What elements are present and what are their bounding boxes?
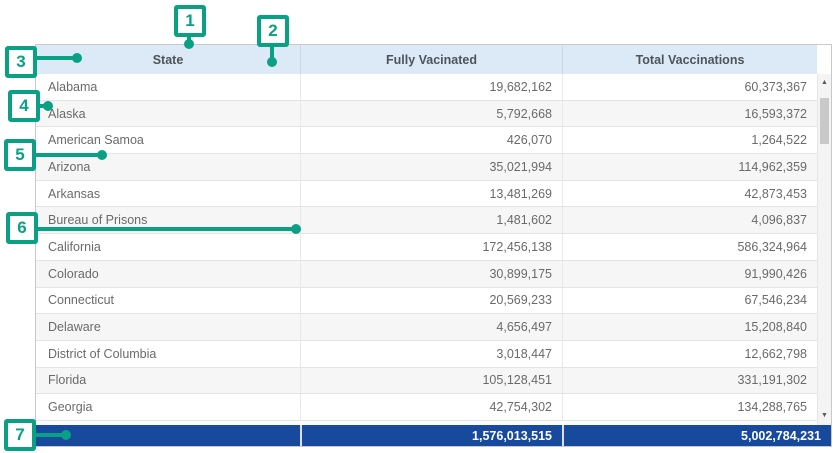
table-row: Arizona 35,021,994 114,962,359 <box>36 154 817 181</box>
scrollbar-thumb[interactable] <box>820 98 829 144</box>
table-row: Colorado 30,899,175 91,990,426 <box>36 260 817 288</box>
callout-5-connector <box>34 153 99 157</box>
row-cell-state: Delaware <box>48 320 101 335</box>
row-cell-fully-vaccinated: 5,792,668 <box>300 100 562 127</box>
callout-6-dot <box>291 224 301 234</box>
row-cell-state: Florida <box>48 373 87 388</box>
row-cell-total-vaccinations: 114,962,359 <box>562 154 817 180</box>
callout-4-dot <box>43 101 53 111</box>
row-cell-state: Colorado <box>48 266 99 281</box>
row-cell-fully-vaccinated: 4,656,497 <box>300 314 562 340</box>
table-row: Delaware 4,656,497 15,208,840 <box>36 314 817 341</box>
footer-cell-fully-vaccinated-total: 1,576,013,515 <box>300 425 562 446</box>
callout-6-badge: 6 <box>6 212 38 244</box>
table-row: District of Columbia 3,018,447 12,662,798 <box>36 340 817 368</box>
column-header-total-vaccinations[interactable]: Total Vaccinations <box>562 45 817 74</box>
row-cell-fully-vaccinated: 1,481,602 <box>300 207 562 234</box>
table-row: Alaska 5,792,668 16,593,372 <box>36 100 817 128</box>
row-cell-fully-vaccinated: 19,682,162 <box>300 74 562 100</box>
scrollbar-header-corner <box>817 45 831 74</box>
row-cell-state: Arizona <box>48 159 91 174</box>
table-row: Georgia 42,754,302 134,288,765 <box>36 394 817 421</box>
table-row-partial <box>36 420 817 425</box>
callout-6-connector <box>36 227 293 231</box>
row-cell-total-vaccinations: 331,191,302 <box>562 367 817 394</box>
scroll-down-icon[interactable]: ▼ <box>821 412 828 419</box>
row-cell-fully-vaccinated: 20,569,233 <box>300 287 562 314</box>
row-cell-total-vaccinations: 42,873,453 <box>562 180 817 207</box>
row-cell-state: Connecticut <box>48 293 115 308</box>
row-cell-state: Georgia <box>48 400 93 415</box>
callout-2-connector <box>270 45 274 59</box>
callout-3-dot <box>72 53 82 63</box>
callout-3-connector <box>35 56 73 60</box>
row-cell-total-vaccinations: 12,662,798 <box>562 340 817 367</box>
row-cell-fully-vaccinated: 426,070 <box>300 127 562 154</box>
row-cell-fully-vaccinated: 30,899,175 <box>300 260 562 287</box>
row-cell-total-vaccinations: 16,593,372 <box>562 100 817 127</box>
row-cell-total-vaccinations: 15,208,840 <box>562 314 817 340</box>
row-cell-total-vaccinations: 586,324,964 <box>562 234 817 260</box>
callout-4-badge: 4 <box>8 90 40 122</box>
callout-2-dot <box>267 57 277 67</box>
callout-2-badge: 2 <box>257 15 289 47</box>
row-cell-total-vaccinations: 134,288,765 <box>562 394 817 420</box>
row-cell-total-vaccinations: 4,096,837 <box>562 207 817 234</box>
table-row: Florida 105,128,451 331,191,302 <box>36 367 817 395</box>
row-cell-fully-vaccinated: 13,481,269 <box>300 180 562 207</box>
row-cell-state: Arkansas <box>48 186 101 201</box>
table-footer-row: 1,576,013,515 5,002,784,231 <box>36 425 831 446</box>
callout-4-connector <box>38 104 45 108</box>
footer-cell-state <box>36 425 300 446</box>
table-row: California 172,456,138 586,324,964 <box>36 234 817 261</box>
row-cell-state: Bureau of Prisons <box>48 213 148 228</box>
scroll-up-icon[interactable]: ▲ <box>821 79 828 86</box>
row-cell-fully-vaccinated: 35,021,994 <box>300 154 562 180</box>
callout-3-badge: 3 <box>5 46 37 78</box>
row-cell-fully-vaccinated: 3,018,447 <box>300 340 562 367</box>
callout-5-badge: 5 <box>4 139 36 171</box>
table-row: American Samoa 426,070 1,264,522 <box>36 127 817 155</box>
row-cell-total-vaccinations: 60,373,367 <box>562 74 817 100</box>
row-cell-state: District of Columbia <box>48 346 157 361</box>
callout-7-connector <box>34 433 63 437</box>
table-header-row: State Fully Vacinated Total Vaccinations <box>36 45 831 74</box>
row-cell-fully-vaccinated: 172,456,138 <box>300 234 562 260</box>
row-cell-state: Alabama <box>48 79 98 94</box>
row-cell-fully-vaccinated: 42,754,302 <box>300 394 562 420</box>
footer-cell-total-vaccinations-total: 5,002,784,231 <box>562 425 831 446</box>
callout-1-badge: 1 <box>174 5 206 37</box>
callout-1-dot <box>184 39 194 49</box>
row-cell-total-vaccinations: 91,990,426 <box>562 260 817 287</box>
vertical-scrollbar[interactable]: ▲ ▼ <box>817 74 831 425</box>
callout-7-dot <box>61 430 71 440</box>
column-header-fully-vaccinated[interactable]: Fully Vacinated <box>300 45 562 74</box>
row-cell-fully-vaccinated: 105,128,451 <box>300 367 562 394</box>
callout-7-badge: 7 <box>4 419 36 451</box>
table-row: Connecticut 20,569,233 67,546,234 <box>36 287 817 315</box>
callout-5-dot <box>97 150 107 160</box>
table-row: Alabama 19,682,162 60,373,367 <box>36 74 817 101</box>
table-body: Alabama 19,682,162 60,373,367 Alaska 5,792,6… <box>36 74 817 425</box>
table-row: Arkansas 13,481,269 42,873,453 <box>36 180 817 208</box>
row-cell-state: American Samoa <box>48 133 144 148</box>
vaccinations-table: State Fully Vacinated Total Vaccinations… <box>35 44 832 447</box>
row-cell-state: California <box>48 239 101 254</box>
row-cell-total-vaccinations: 1,264,522 <box>562 127 817 154</box>
row-cell-state: Alaska <box>48 106 86 121</box>
row-cell-total-vaccinations: 67,546,234 <box>562 287 817 314</box>
callout-1-connector <box>187 35 191 41</box>
